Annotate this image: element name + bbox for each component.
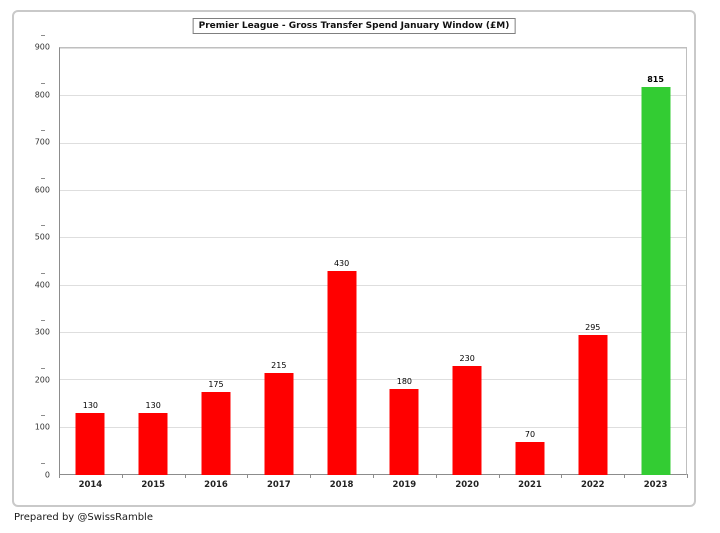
x-axis-tick bbox=[373, 474, 374, 478]
x-axis-tick-label: 2020 bbox=[455, 480, 480, 490]
bar-slot: 295 bbox=[561, 47, 624, 475]
x-axis-tick-label: 2015 bbox=[141, 480, 166, 490]
y-axis-tick bbox=[41, 463, 45, 464]
bar-2023 bbox=[641, 87, 671, 475]
x-axis-tick-label: 2023 bbox=[643, 480, 668, 490]
y-axis-tick-label: 800 bbox=[34, 90, 50, 100]
bar-2020 bbox=[452, 365, 482, 475]
y-axis-tick-label: 200 bbox=[34, 375, 50, 385]
bar-slot: 215 bbox=[247, 47, 310, 475]
y-axis-tick bbox=[41, 367, 45, 369]
bar-2015 bbox=[138, 413, 168, 475]
y-axis-tick-label: 100 bbox=[34, 422, 50, 432]
x-axis-tick-label: 2018 bbox=[329, 480, 354, 490]
y-axis-tick bbox=[41, 82, 45, 84]
gridline bbox=[60, 142, 686, 144]
gridline bbox=[60, 284, 686, 286]
bar-value-label: 130 bbox=[145, 401, 161, 411]
x-axis-tick bbox=[435, 474, 437, 478]
y-axis-labels: 0 100 200 300 400 500 600 700 800 900 bbox=[14, 43, 54, 480]
y-axis-tick-label: 500 bbox=[34, 232, 50, 242]
gridline bbox=[60, 95, 686, 97]
bar-value-label: 815 bbox=[647, 75, 664, 85]
x-axis-labels: 2014 2015 2016 2017 2018 2019 2020 2021 2022 2023 bbox=[59, 480, 687, 490]
bar-2021 bbox=[515, 441, 545, 475]
x-axis-tick bbox=[59, 474, 60, 478]
y-axis-tick bbox=[41, 177, 45, 179]
x-axis-tick bbox=[247, 474, 249, 478]
y-axis-tick-label: 900 bbox=[34, 42, 50, 52]
bar-slot: 130 bbox=[122, 47, 185, 475]
bar-value-label: 70 bbox=[524, 429, 536, 439]
y-axis-tick bbox=[41, 35, 45, 36]
x-axis-tick bbox=[624, 474, 626, 478]
bar-2022 bbox=[578, 334, 608, 475]
credit-text: Prepared by @SwissRamble bbox=[14, 512, 153, 523]
x-axis-tick bbox=[310, 474, 312, 478]
x-axis-tick bbox=[687, 474, 688, 478]
y-axis-tick-label: 400 bbox=[34, 280, 50, 290]
bar-2019 bbox=[389, 389, 419, 475]
x-axis-tick-label: 2022 bbox=[580, 480, 605, 490]
y-axis-tick-label: 600 bbox=[34, 185, 50, 195]
bar-value-label: 430 bbox=[333, 258, 350, 268]
bar-value-label: 230 bbox=[459, 353, 475, 363]
x-axis-tick bbox=[561, 474, 563, 478]
bar-slot: 815 bbox=[624, 47, 687, 475]
y-axis-tick bbox=[41, 130, 45, 132]
bar-2018 bbox=[327, 270, 357, 475]
y-axis-tick-label: 300 bbox=[34, 327, 50, 337]
y-axis-tick-label: 0 bbox=[44, 470, 50, 480]
bar-value-label: 180 bbox=[396, 377, 413, 387]
gridline bbox=[60, 426, 686, 428]
plot-area bbox=[59, 47, 687, 475]
bar-2016 bbox=[201, 391, 231, 475]
gridline bbox=[60, 48, 686, 49]
x-axis-tick-label: 2017 bbox=[266, 480, 291, 490]
bar-value-label: 215 bbox=[271, 360, 287, 370]
bar-slot: 180 bbox=[373, 47, 436, 475]
bars-row: 130 130 175 215 430 180 230 70 295 815 bbox=[59, 47, 687, 475]
bar-slot: 175 bbox=[185, 47, 248, 475]
x-axis-tick bbox=[121, 474, 123, 478]
bar-slot: 70 bbox=[499, 47, 562, 475]
x-axis-tick-label: 2019 bbox=[392, 480, 417, 490]
x-axis-tick-label: 2014 bbox=[78, 480, 103, 490]
bar-value-label: 130 bbox=[82, 401, 99, 411]
gridline bbox=[60, 190, 686, 192]
bar-slot: 230 bbox=[436, 47, 499, 475]
bar-2014 bbox=[75, 413, 105, 475]
x-axis-ticks bbox=[59, 474, 688, 478]
bar-slot: 130 bbox=[59, 47, 122, 475]
bar-value-label: 175 bbox=[208, 379, 224, 389]
chart-frame: Premier League - Gross Transfer Spend Ja… bbox=[12, 10, 696, 507]
gridline bbox=[60, 332, 686, 334]
gridline bbox=[60, 379, 686, 381]
bar-2017 bbox=[264, 372, 294, 475]
gridline bbox=[60, 237, 686, 239]
bar-slot: 430 bbox=[310, 47, 373, 475]
x-axis-tick bbox=[184, 474, 186, 478]
y-axis-tick-label: 700 bbox=[34, 137, 50, 147]
x-axis-tick-label: 2016 bbox=[204, 480, 228, 490]
y-axis-tick bbox=[41, 272, 45, 274]
x-axis-tick bbox=[498, 474, 500, 478]
y-axis-tick bbox=[41, 225, 45, 227]
chart-title: Premier League - Gross Transfer Spend Ja… bbox=[192, 18, 516, 34]
y-axis-tick bbox=[41, 415, 45, 417]
bar-value-label: 295 bbox=[585, 322, 601, 332]
x-axis-tick-label: 2021 bbox=[518, 480, 542, 490]
y-axis-tick bbox=[41, 320, 45, 322]
